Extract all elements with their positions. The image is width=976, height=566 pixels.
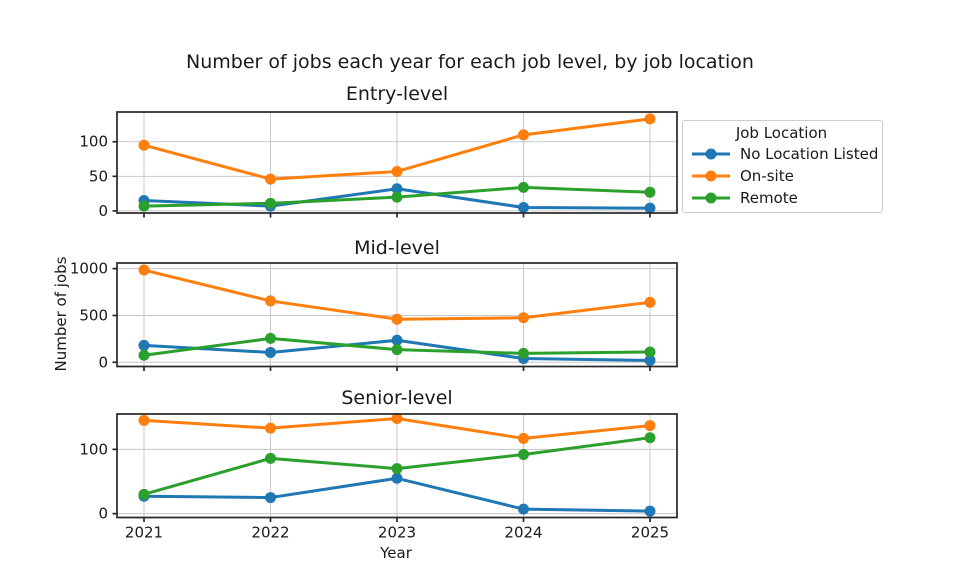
data-point-on-site: [644, 296, 656, 308]
y-tick-label: 1000: [70, 260, 108, 278]
data-point-on-site: [265, 422, 276, 434]
data-point-on-site: [518, 432, 529, 444]
legend-marker-on-site: [692, 170, 730, 182]
legend-title: Job Location: [735, 124, 828, 142]
data-point-remote: [518, 347, 529, 359]
data-point-no-location-listed: [265, 492, 276, 504]
y-tick-label: 100: [79, 133, 108, 151]
data-point-no-location-listed: [644, 354, 656, 366]
x-axis-label: Year: [380, 544, 412, 562]
data-point-on-site: [265, 173, 276, 185]
legend-label: No Location Listed: [740, 145, 879, 163]
data-point-no-location-listed: [518, 201, 529, 213]
data-point-no-location-listed: [391, 183, 403, 195]
y-tick-label: 100: [79, 440, 108, 458]
subplot-title-entry-level: Entry-level: [345, 83, 449, 105]
data-point-remote: [391, 344, 403, 356]
data-point-no-location-listed: [391, 334, 403, 346]
x-tick-label: 2025: [631, 524, 669, 542]
data-point-on-site: [391, 165, 403, 177]
data-point-remote: [644, 432, 656, 444]
legend-dot: [705, 170, 717, 182]
x-tick-label: 2022: [251, 524, 289, 542]
data-point-remote: [518, 181, 529, 193]
data-point-remote: [644, 186, 656, 198]
legend-label: Remote: [740, 189, 798, 207]
data-point-on-site: [391, 313, 403, 325]
legend: Job Location No Location Listed On-site Re…: [682, 120, 883, 213]
data-point-no-location-listed: [644, 202, 656, 214]
y-tick-label: 0: [98, 505, 108, 523]
data-point-remote: [265, 197, 276, 209]
y-tick-label: 0: [98, 353, 108, 371]
y-tick-label: 50: [89, 167, 108, 185]
data-point-on-site: [391, 413, 403, 424]
legend-marker-remote: [692, 192, 730, 204]
data-point-no-location-listed: [138, 339, 150, 351]
data-point-no-location-listed: [644, 505, 656, 517]
data-point-remote: [265, 332, 276, 344]
data-point-no-location-listed: [391, 472, 403, 484]
data-point-remote: [391, 191, 403, 203]
x-tick-label: 2024: [504, 524, 542, 542]
legend-label: On-site: [740, 167, 794, 185]
legend-marker-no-location-listed: [692, 148, 730, 160]
x-tick-label: 2021: [125, 524, 163, 542]
subplot-title-senior-level: Senior-level: [341, 387, 453, 409]
data-point-on-site: [518, 129, 529, 141]
data-point-remote: [518, 449, 529, 460]
data-point-no-location-listed: [518, 503, 529, 515]
data-point-on-site: [138, 264, 150, 276]
legend-dot: [705, 192, 717, 204]
data-point-on-site: [518, 312, 529, 324]
data-point-on-site: [138, 139, 150, 151]
data-point-on-site: [644, 113, 656, 125]
legend-item-on-site: On-site: [689, 165, 874, 187]
y-tick-label: 0: [98, 202, 108, 220]
figure-title: Number of jobs each year for each job le…: [186, 51, 754, 73]
data-point-remote: [265, 452, 276, 464]
data-point-no-location-listed: [265, 346, 276, 358]
legend-dot: [705, 148, 717, 160]
data-point-remote: [644, 346, 656, 358]
y-tick-label: 500: [79, 306, 108, 324]
legend-item-remote: Remote: [689, 187, 874, 209]
legend-item-no-location-listed: No Location Listed: [689, 143, 878, 165]
data-point-remote: [138, 200, 150, 212]
data-point-on-site: [138, 414, 150, 426]
data-point-remote: [138, 349, 150, 361]
data-point-remote: [391, 463, 403, 475]
subplot-title-mid-level: Mid-level: [354, 237, 440, 259]
data-point-on-site: [265, 295, 276, 307]
x-tick-label: 2023: [378, 524, 416, 542]
data-point-on-site: [644, 420, 656, 432]
data-point-remote: [138, 488, 150, 500]
